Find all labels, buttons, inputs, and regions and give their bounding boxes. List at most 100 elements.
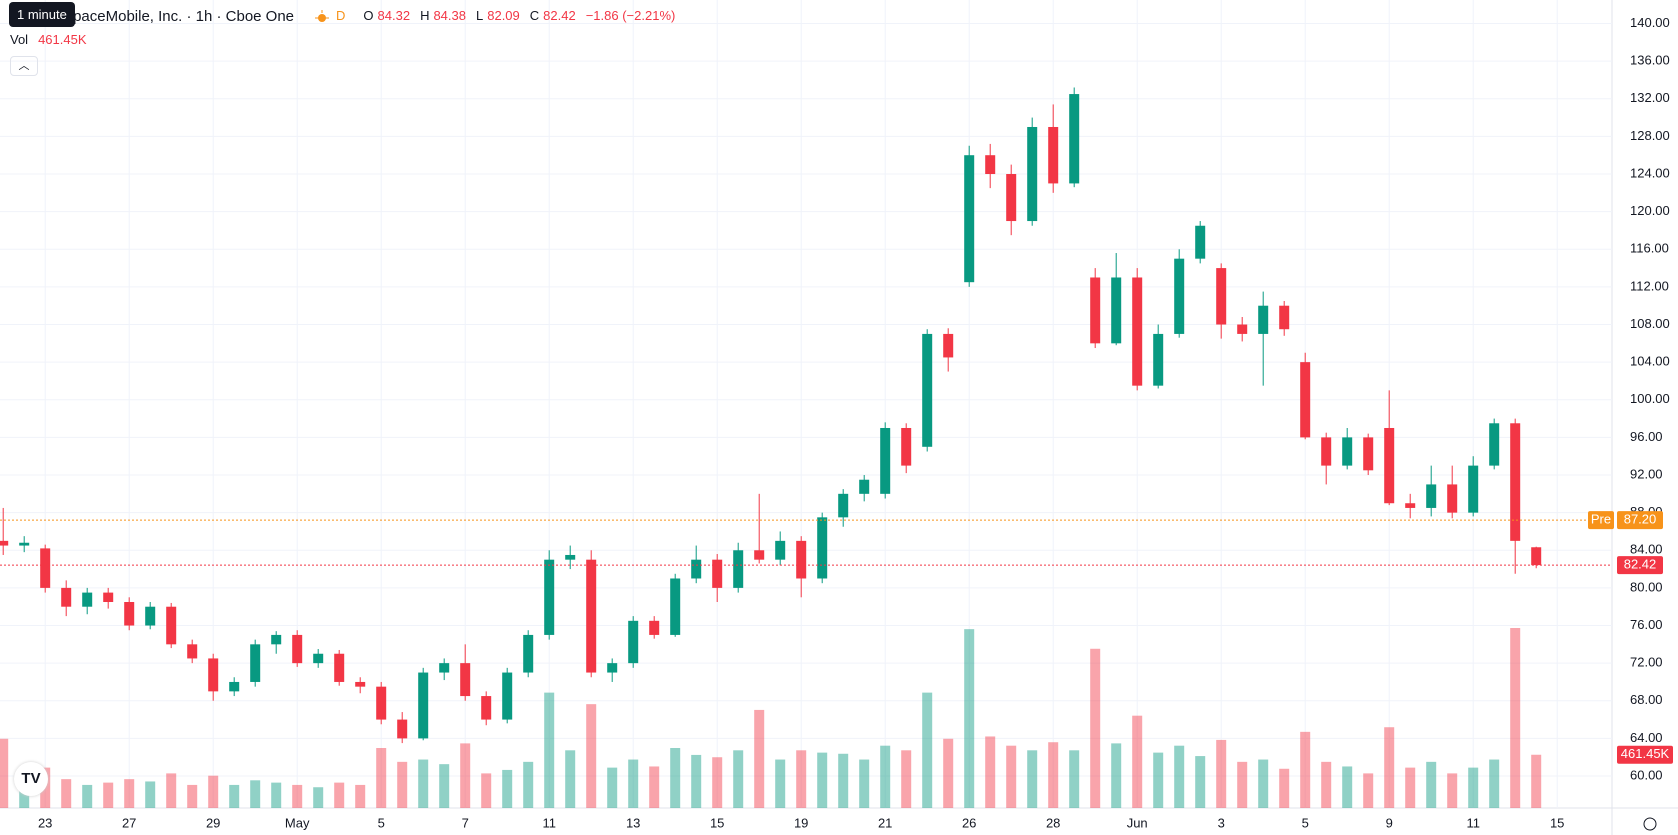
volume-bar: [355, 784, 366, 808]
x-tick-label: 29: [206, 815, 220, 830]
o-label: O: [363, 8, 374, 23]
volume-bar: [1258, 759, 1269, 808]
candle-body: [1216, 268, 1227, 325]
y-tick-label: 84.00: [1630, 542, 1663, 557]
volume-bar: [439, 764, 450, 808]
x-tick-label: 28: [1046, 815, 1060, 830]
volume-label: 461.45K: [1621, 746, 1670, 761]
volume-bar: [1195, 756, 1206, 808]
volume-bar: [1426, 761, 1437, 808]
candle-body: [82, 592, 93, 607]
o-value: 84.32: [377, 8, 411, 23]
candle-body: [859, 479, 870, 494]
candle-body: [901, 427, 912, 466]
candle-body: [1048, 126, 1059, 184]
candle-body: [1384, 427, 1395, 504]
x-tick-label: 21: [878, 815, 892, 830]
volume-bar: [481, 773, 492, 808]
x-tick-label: 13: [626, 815, 640, 830]
volume-bar: [985, 736, 996, 808]
candle-body: [880, 427, 891, 494]
premarket-name: Pre: [1591, 512, 1611, 527]
volume-bar: [229, 784, 240, 808]
candle-body: [1468, 465, 1479, 513]
candle-body: [1258, 305, 1269, 334]
volume-bar: [1027, 750, 1038, 808]
volume-bar: [1006, 745, 1017, 808]
candle-body: [1300, 362, 1311, 438]
candle-body: [838, 493, 849, 518]
volume-bar: [502, 769, 513, 808]
candle-body: [229, 681, 240, 692]
volume-label-box: [1617, 745, 1673, 764]
candle-body: [1153, 333, 1164, 386]
volume-bar: [586, 704, 597, 808]
premarket-price: 87.20: [1624, 512, 1657, 527]
y-tick-label: 92.00: [1630, 466, 1663, 481]
y-tick-label: 104.00: [1630, 354, 1670, 369]
candle-body: [1027, 126, 1038, 222]
candle-body: [628, 620, 639, 664]
c-value: 82.42: [543, 8, 576, 23]
candle-body: [1426, 484, 1437, 508]
volume-bar: [880, 745, 891, 808]
volume-bar: [712, 757, 723, 808]
x-tick-label: 9: [1386, 815, 1393, 830]
candle-body: [754, 550, 765, 560]
volume-bar: [250, 780, 261, 808]
x-tick-label: 7: [462, 815, 469, 830]
x-tick-label: 5: [1302, 815, 1309, 830]
candle-body: [607, 663, 618, 673]
volume-bar: [1132, 715, 1143, 808]
y-tick-label: 116.00: [1630, 241, 1669, 256]
ohlc-row: D O 84.32 H 84.38 L 82.09 C 82.42 −1.86 (−2.…: [312, 8, 675, 23]
candle-body: [1006, 174, 1017, 222]
change: −1.86 (−2.21%): [585, 8, 676, 23]
volume-bar: [376, 748, 387, 808]
volume-bar: [964, 629, 975, 808]
candle-body: [460, 663, 471, 697]
volume-bar: [649, 766, 660, 808]
volume-bar: [1153, 752, 1164, 808]
candle-body: [397, 719, 408, 739]
candle-body: [355, 681, 366, 687]
symbol-title[interactable]: AST SpaceMobile, Inc. · 1h · Cboe One: [30, 8, 294, 25]
x-tick-label: May: [285, 815, 310, 830]
x-tick-label: 11: [1466, 815, 1480, 830]
y-tick-label: 112.00: [1630, 278, 1669, 293]
volume-bar: [1447, 773, 1458, 808]
candle-body: [712, 559, 723, 588]
collapse-button[interactable]: ︿: [10, 56, 38, 76]
candle-body: [922, 333, 933, 447]
x-tick-label: 19: [794, 815, 808, 830]
volume-bar: [670, 748, 681, 808]
volume-bar: [1174, 745, 1185, 808]
candle-body: [1279, 305, 1290, 330]
candle-body: [0, 540, 9, 546]
y-tick-label: 132.00: [1630, 90, 1670, 105]
volume-bar: [1279, 768, 1290, 808]
candle-body: [124, 602, 135, 626]
volume-row: Vol 461.45K: [10, 32, 87, 47]
candle-body: [691, 559, 702, 579]
logo[interactable]: TV: [14, 762, 48, 796]
candle-body: [1090, 277, 1101, 344]
premarket-name-box: [1588, 511, 1614, 530]
volume-bar: [1531, 754, 1542, 808]
y-tick-label: 80.00: [1630, 579, 1663, 594]
candle-body: [1069, 94, 1080, 184]
volume-bar: [817, 752, 828, 808]
settings-icon[interactable]: [1643, 817, 1657, 831]
y-tick-label: 72.00: [1630, 655, 1663, 670]
candle-body: [1363, 437, 1374, 471]
volume-bar: [1048, 742, 1059, 808]
candle-body: [1405, 503, 1416, 508]
y-tick-label: 60.00: [1630, 767, 1663, 782]
volume-bar: [838, 753, 849, 808]
volume-bar: [82, 784, 93, 808]
volume-bar: [1111, 743, 1122, 808]
candle-body: [565, 554, 576, 560]
candle-body: [1174, 258, 1185, 334]
candle-body: [1510, 423, 1521, 541]
